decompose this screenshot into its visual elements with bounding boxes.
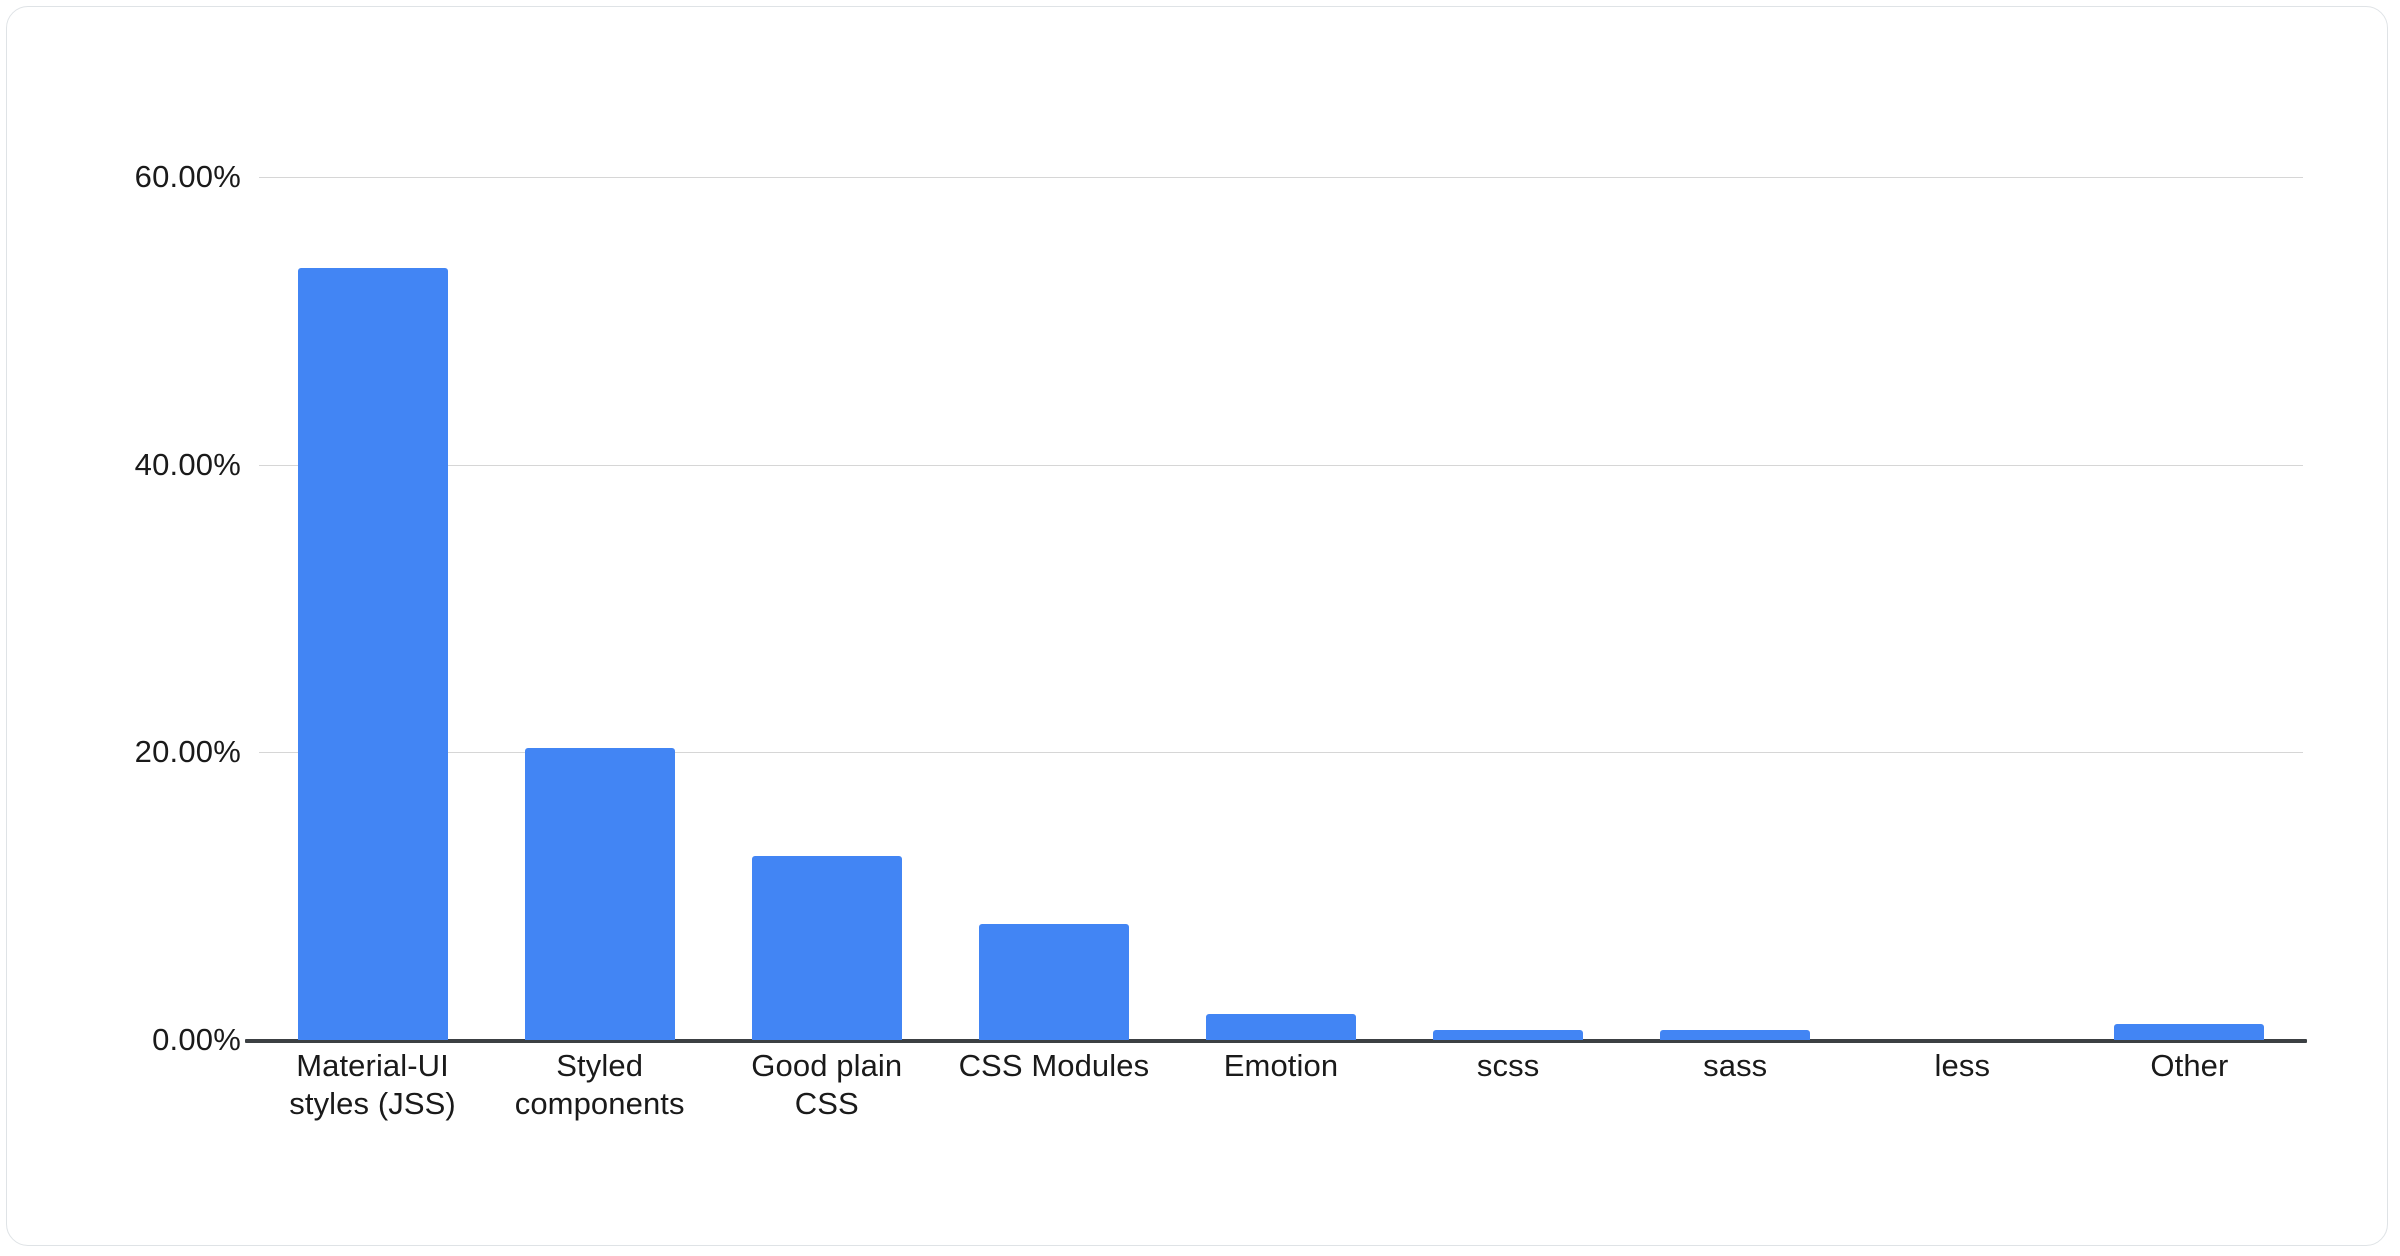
bar[interactable]: [1660, 1029, 1811, 1040]
bar[interactable]: [2114, 1024, 2265, 1040]
bar-slot: [940, 177, 1167, 1040]
x-axis-tick-label: less: [1934, 1048, 1991, 1083]
bar-slot: [259, 177, 486, 1040]
bar-slot: [713, 177, 940, 1040]
y-axis-labels: 0.00% 20.00% 40.00% 60.00%: [103, 159, 241, 1057]
gridline-20.00%: [259, 752, 2303, 754]
x-axis-tick-label: Material-UI styles (JSS): [289, 1048, 456, 1121]
x-axis-tick-label: CSS Modules: [958, 1048, 1150, 1083]
bar[interactable]: [751, 855, 902, 1040]
x-axis-tick-label: Other: [2150, 1048, 2229, 1083]
bar[interactable]: [524, 748, 675, 1040]
bar-series: [259, 177, 2303, 1040]
bar[interactable]: [1433, 1029, 1584, 1040]
bar-slot: [1395, 177, 1622, 1040]
bar-chart: 0.00% 20.00% 40.00% 60.00% Material-UI styl…: [7, 7, 2387, 1245]
x-axis-tick-label: Styled components: [514, 1048, 685, 1121]
bar-slot: [1849, 177, 2076, 1040]
bar-slot: [2076, 177, 2303, 1040]
chart-card: 0.00% 20.00% 40.00% 60.00% Material-UI styl…: [6, 6, 2388, 1246]
x-axis-tick-label: Good plain CSS: [751, 1048, 903, 1121]
y-axis-tick-label: 40.00%: [134, 446, 241, 482]
bar-slot: [1622, 177, 1849, 1040]
y-axis-tick-label: 20.00%: [134, 734, 241, 770]
bar[interactable]: [297, 267, 448, 1040]
plot-area: [245, 177, 2307, 1043]
x-axis-tick-label: scss: [1476, 1048, 1540, 1083]
bar-slot: [486, 177, 713, 1040]
x-axis-tick-label: sass: [1703, 1048, 1768, 1083]
bar[interactable]: [1206, 1014, 1356, 1040]
x-axis-line: [245, 1039, 2307, 1043]
y-axis-tick-label: 0.00%: [152, 1022, 241, 1057]
bar[interactable]: [978, 923, 1129, 1040]
x-axis-labels: Material-UI styles (JSS) Styled component…: [259, 1047, 2303, 1207]
gridline-60.00%: [259, 177, 2303, 178]
y-axis-tick-label: 60.00%: [134, 159, 241, 194]
gridline-40.00%: [259, 464, 2303, 466]
x-axis-tick-label: Emotion: [1223, 1048, 1339, 1083]
bar-slot: [1167, 177, 1394, 1040]
